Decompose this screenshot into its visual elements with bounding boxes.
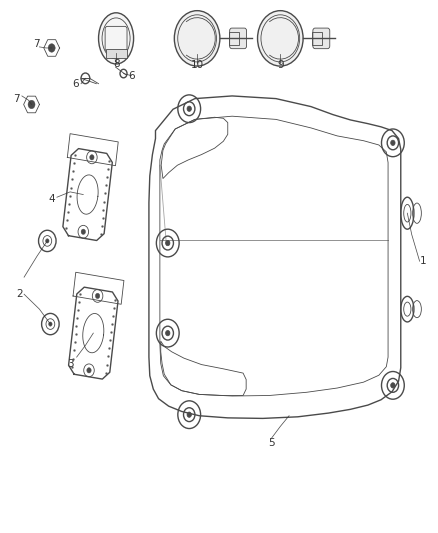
Circle shape	[187, 412, 191, 417]
Circle shape	[391, 140, 395, 146]
Text: 8: 8	[113, 59, 120, 69]
Circle shape	[49, 322, 52, 326]
Ellipse shape	[99, 13, 134, 64]
Text: 5: 5	[268, 439, 275, 448]
Text: 3: 3	[67, 359, 74, 368]
Text: 6: 6	[128, 71, 135, 80]
Text: 6: 6	[72, 79, 79, 88]
Ellipse shape	[258, 11, 303, 66]
FancyBboxPatch shape	[230, 28, 247, 49]
Text: 4: 4	[48, 195, 55, 204]
Circle shape	[187, 106, 191, 111]
Text: 7: 7	[13, 94, 20, 104]
Circle shape	[95, 293, 100, 298]
Circle shape	[46, 239, 49, 243]
Text: 9: 9	[277, 60, 284, 70]
Text: 10: 10	[191, 60, 204, 70]
Circle shape	[48, 44, 55, 52]
Circle shape	[87, 368, 91, 373]
Circle shape	[28, 100, 35, 109]
Circle shape	[90, 155, 94, 160]
Circle shape	[166, 240, 170, 246]
Text: 7: 7	[33, 39, 40, 49]
FancyBboxPatch shape	[106, 49, 127, 58]
FancyBboxPatch shape	[313, 28, 330, 49]
Text: 1: 1	[419, 256, 426, 266]
Circle shape	[81, 229, 85, 235]
Circle shape	[166, 330, 170, 336]
Circle shape	[391, 383, 395, 388]
Ellipse shape	[174, 11, 220, 66]
Text: 2: 2	[16, 289, 23, 299]
